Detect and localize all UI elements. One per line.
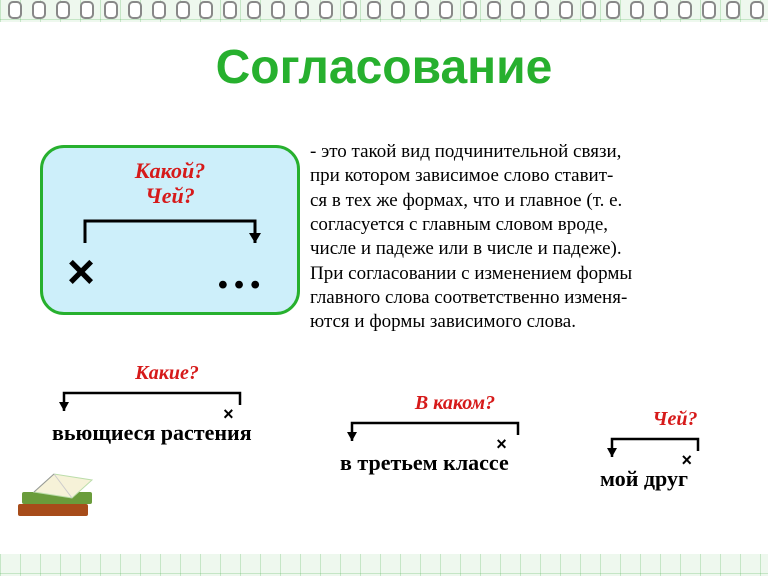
example-2-phrase: в третьем классе <box>340 450 509 475</box>
example-3: Чей? мой друг × <box>600 408 750 492</box>
box-arrow-icon <box>70 213 270 247</box>
books-icon <box>14 462 102 532</box>
concept-box: Какой? Чей? × … <box>40 145 300 315</box>
page-title: Согласование <box>0 40 768 95</box>
spiral-binding <box>0 0 768 19</box>
example-2-head-mark: × <box>496 434 507 455</box>
box-dependent-symbol: … <box>215 245 263 300</box>
box-main-symbol: × <box>67 246 95 299</box>
example-3-phrase: мой друг <box>600 466 688 491</box>
slide-page: Согласование Какой? Чей? × … - это такой… <box>0 0 768 576</box>
definition-text: - это такой вид подчинительной связи, пр… <box>310 140 745 335</box>
example-1-phrase: вьющиеся растения <box>52 420 252 445</box>
example-3-question: Чей? <box>600 408 750 431</box>
example-1-head-mark: × <box>223 404 234 425</box>
example-3-head-mark: × <box>681 450 692 471</box>
example-2: В каком? в третьем классе × <box>340 392 570 476</box>
example-1: Какие? вьющиеся растения × <box>52 362 282 446</box>
example-1-question: Какие? <box>52 362 282 385</box>
box-question-1: Какой? <box>135 158 205 183</box>
example-2-question: В каком? <box>340 392 570 415</box>
example-1-arrow-icon <box>52 385 252 413</box>
bottom-grid-strip <box>0 554 768 576</box>
example-3-arrow-icon <box>600 431 710 459</box>
box-question-2: Чей? <box>145 183 194 208</box>
